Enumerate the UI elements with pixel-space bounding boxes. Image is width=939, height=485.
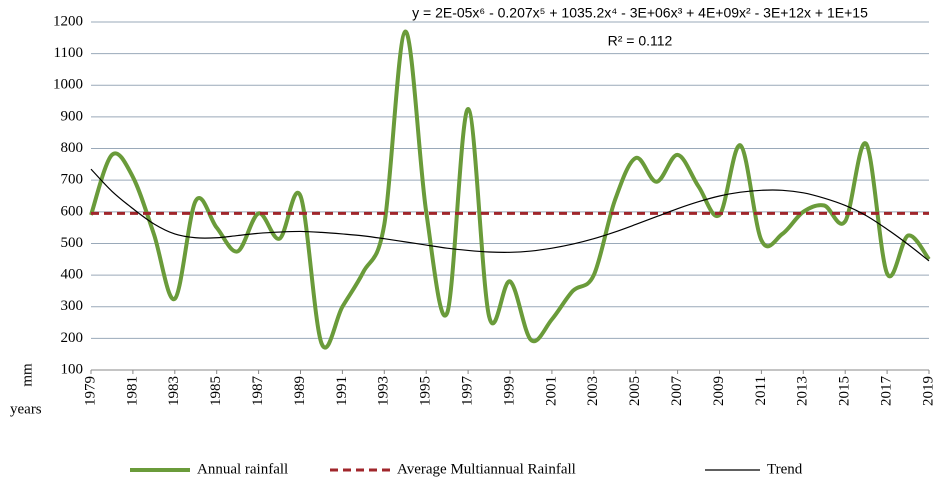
x-tick-label: 2007 [669,376,685,407]
x-tick-label: 1983 [166,376,182,406]
y-tick-label: 300 [61,298,84,314]
series-line [89,29,931,350]
x-tick-label: 1979 [82,376,98,406]
y-tick-label: 1200 [53,13,83,29]
x-tick-label: 1997 [460,376,476,407]
x-tick-label: 2005 [627,376,643,406]
y-tick-label: 1100 [54,45,83,61]
y-tick-label: 400 [61,267,84,283]
legend-label: Average Multiannual Rainfall [397,461,576,477]
x-axis-label: years [10,401,42,417]
y-axis-label: mm [19,363,35,387]
x-tick-label: 1995 [418,376,434,406]
y-tick-label: 200 [61,330,84,346]
r-squared: R² = 0.112 [608,33,673,49]
x-tick-label: 1991 [334,376,350,406]
x-tick-label: 2009 [711,376,727,406]
y-tick-label: 800 [61,140,84,156]
x-tick-label: 1987 [250,376,266,407]
x-tick-label: 2001 [543,376,559,406]
x-tick-label: 2017 [879,376,895,407]
x-tick-label: 2019 [920,376,936,406]
legend-label: Trend [767,461,803,477]
x-tick-label: 1999 [501,376,517,406]
x-tick-label: 2011 [753,376,769,405]
y-tick-label: 600 [61,203,84,219]
x-tick-label: 1993 [376,376,392,406]
x-tick-label: 2015 [837,376,853,406]
equation: y = 2E-05x⁶ - 0.207x⁵ + 1035.2x⁴ - 3E+06… [412,5,868,21]
x-tick-label: 1985 [208,376,224,406]
x-tick-label: 1989 [292,376,308,406]
y-tick-label: 100 [61,361,84,377]
y-tick-label: 700 [61,172,84,188]
y-tick-label: 1000 [53,77,83,93]
x-tick-label: 2003 [585,376,601,406]
x-tick-label: 1981 [124,376,140,406]
x-tick-label: 2013 [795,376,811,406]
y-tick-label: 900 [61,108,84,124]
legend-label: Annual rainfall [197,461,288,477]
y-tick-label: 500 [61,235,84,251]
series-line [90,168,930,262]
